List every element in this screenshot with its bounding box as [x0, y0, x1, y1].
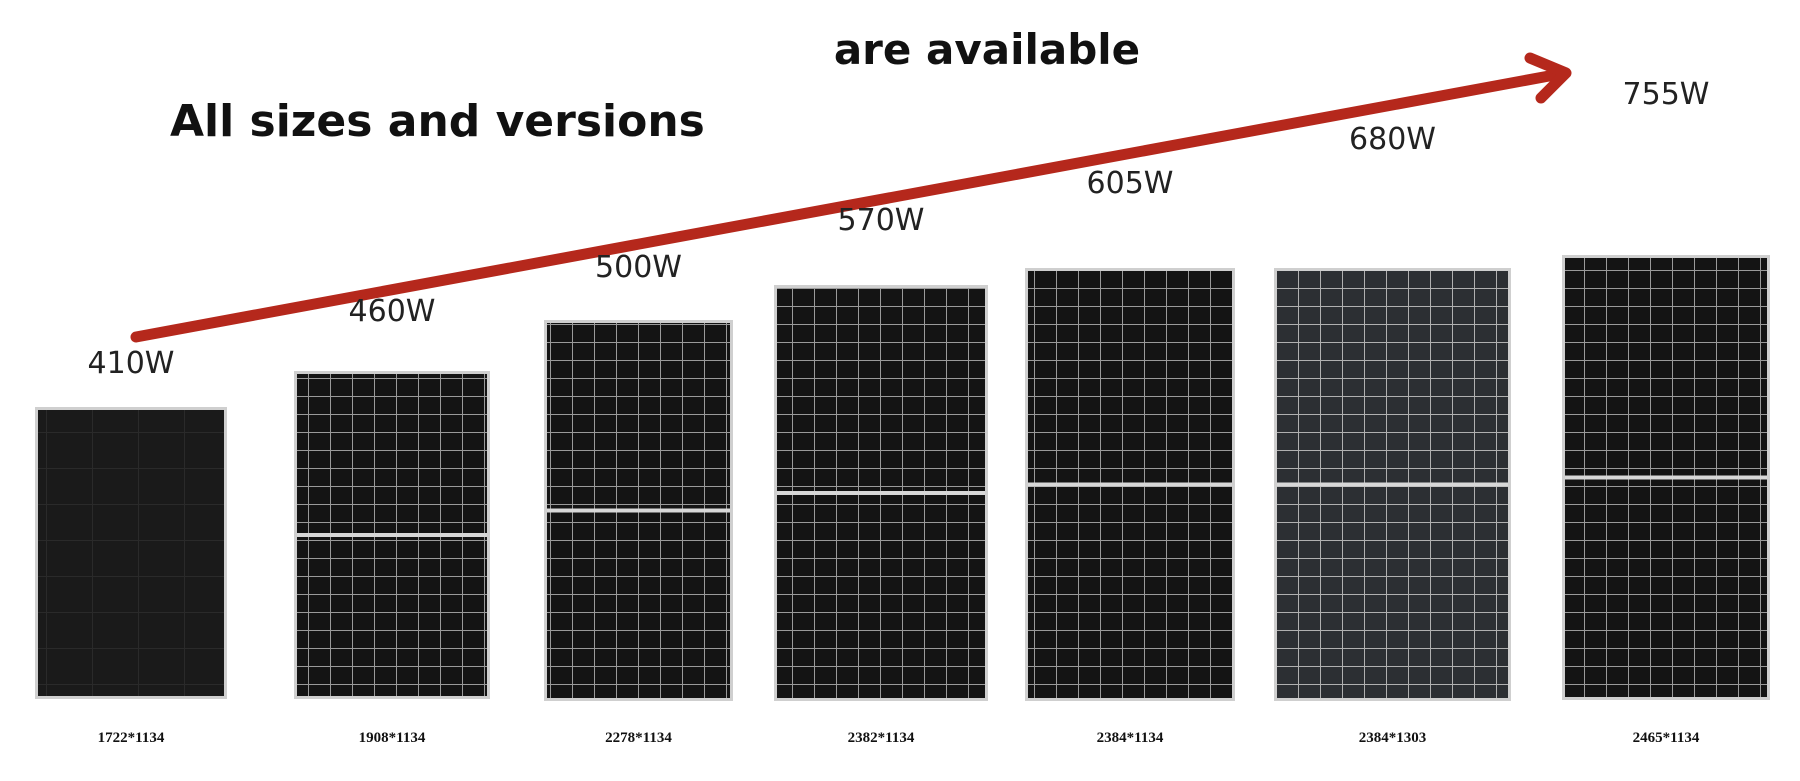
panel-power: 755W — [1623, 77, 1710, 112]
headline-top: are available — [834, 25, 1140, 74]
solar-panel: 680W 2384*1303 — [1274, 122, 1511, 746]
solar-panel: 410W 1722*1134 — [35, 346, 227, 746]
panel-power: 680W — [1349, 122, 1436, 157]
panel-row: 410W1722*1134460W1908*1134500W2278*11345… — [35, 77, 1770, 746]
headline: All sizes and versions — [170, 96, 705, 147]
solar-panel: 460W 1908*1134 — [294, 294, 490, 746]
panel-divider — [777, 491, 985, 495]
solar-panel: 570W 2382*1134 — [774, 203, 988, 746]
panel-power: 410W — [88, 346, 175, 381]
panel-size: 1908*1134 — [359, 730, 426, 746]
trend-arrow — [130, 52, 1572, 343]
panel-divider — [297, 533, 487, 537]
panel-size: 2278*1134 — [605, 730, 672, 746]
solar-panel: 755W 2465*1134 — [1562, 77, 1770, 746]
panel-power: 605W — [1087, 166, 1174, 201]
panel-size: 2465*1134 — [1633, 730, 1700, 746]
solar-panel: 500W 2278*1134 — [544, 250, 733, 746]
panel-cells — [38, 410, 224, 696]
solar-panel: 605W 2384*1134 — [1025, 166, 1235, 746]
panel-size: 2382*1134 — [848, 730, 915, 746]
panel-divider — [1028, 482, 1232, 487]
panel-divider — [1277, 482, 1508, 487]
panel-size: 2384*1303 — [1359, 730, 1427, 746]
panel-power: 460W — [349, 294, 436, 329]
panel-divider — [547, 508, 730, 513]
panel-power: 500W — [595, 250, 682, 285]
panel-power: 570W — [838, 203, 925, 238]
panel-divider — [1565, 475, 1767, 480]
panel-size: 1722*1134 — [98, 730, 165, 746]
panel-size: 2384*1134 — [1097, 730, 1164, 746]
